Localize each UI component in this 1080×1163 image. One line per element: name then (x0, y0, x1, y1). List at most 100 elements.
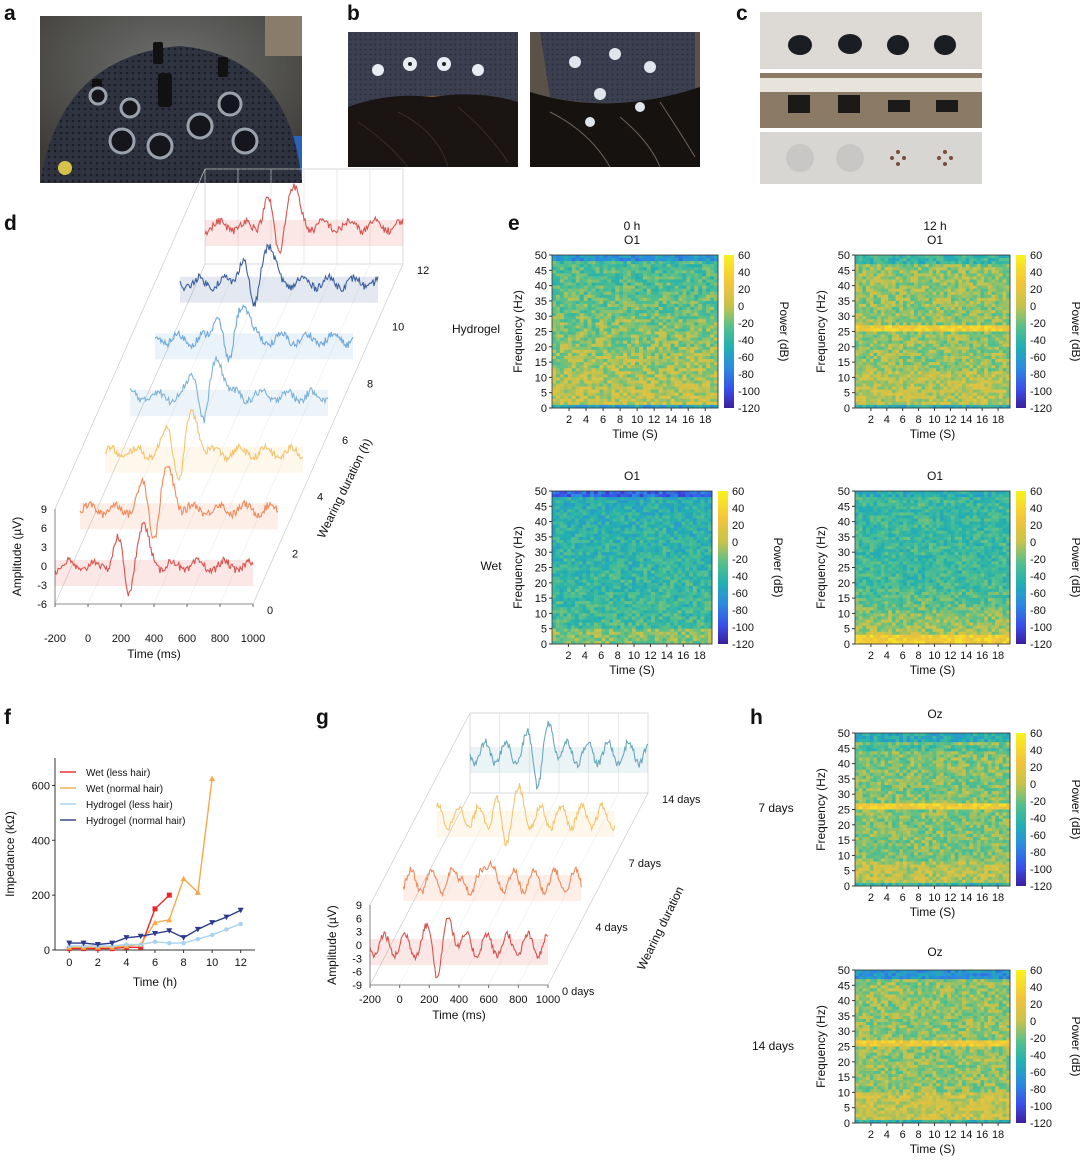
spectrogram-cell (888, 319, 893, 323)
spectrogram-cell (587, 337, 592, 342)
spectrogram-cell (995, 310, 1000, 314)
spectrogram-cell (858, 365, 863, 369)
spectrogram-cell (666, 527, 671, 532)
spectrogram-cell (607, 322, 612, 326)
spectrogram-cell (616, 491, 621, 495)
spectrogram-cell (998, 377, 1004, 381)
spectrogram-cell (620, 491, 625, 495)
spectrogram-cell (698, 328, 703, 332)
spectrogram-cell (877, 340, 882, 345)
spectrogram-cell (658, 303, 664, 308)
spectrogram-cell (559, 303, 565, 308)
spectrogram-cell (643, 518, 648, 522)
spectrogram-cell (932, 359, 937, 363)
spectrogram-cell (603, 319, 608, 323)
spectrogram-cell (1006, 334, 1011, 339)
spectrogram-cell (690, 288, 695, 293)
spectrogram-cell (607, 297, 612, 302)
spectrogram-cell (662, 494, 667, 498)
spectrogram-cell (921, 371, 926, 375)
spectrogram-cell (714, 398, 719, 403)
spectrogram-cell (958, 340, 963, 345)
spectrogram-cell (643, 503, 648, 507)
spectrogram-cell (571, 337, 577, 342)
spectrogram-cell (984, 294, 989, 299)
spectrogram-cell (555, 282, 561, 286)
spectrogram-cell (914, 276, 919, 280)
spectrogram-cell (599, 291, 604, 296)
spectrogram-cell (958, 392, 963, 397)
spectrogram-cell (917, 374, 922, 378)
spectrogram-cell (973, 276, 978, 280)
spectrogram-cell (650, 401, 656, 406)
spectrogram-cell (973, 343, 978, 348)
spectrogram-cell (658, 337, 664, 342)
electrode-group (88, 42, 259, 160)
spectrogram-cell (984, 297, 989, 302)
spectrogram-cell (704, 491, 709, 495)
spectrogram-cell (586, 509, 591, 513)
spectrogram-cell (619, 258, 624, 262)
spectrogram-cell (995, 282, 1000, 286)
spectrogram-cell (650, 343, 656, 348)
spectrogram-cell (678, 285, 683, 290)
spectrogram-cell (559, 383, 565, 387)
spectrogram-cell (984, 279, 989, 283)
spectrogram-cell (694, 310, 699, 314)
spectrogram-cell (891, 328, 896, 332)
spectrogram-cell (980, 300, 985, 305)
spectrogram-cell (639, 530, 644, 535)
spectrogram-cell (991, 377, 996, 381)
spectrogram-cell (895, 310, 900, 314)
spectrogram-cell (662, 515, 667, 519)
spectrogram-cell (638, 303, 644, 308)
colorbar-tick-label: -40 (738, 335, 754, 347)
spectrogram-cell (858, 310, 863, 314)
spectrogram-cell (891, 267, 896, 271)
spectrogram-cell (855, 365, 860, 369)
spectrogram-cell (995, 392, 1000, 397)
spectrogram-cell (710, 334, 715, 339)
spectrogram-cell (891, 273, 896, 277)
spectrogram-cell (862, 340, 867, 345)
spectrogram-cell (888, 258, 893, 262)
spectrogram-cell (710, 362, 715, 366)
spectrogram-cell (555, 279, 561, 283)
spectrogram-cell (962, 270, 967, 274)
spectrogram-cell (877, 380, 882, 384)
spectrogram-cell (998, 267, 1004, 271)
spectrogram-cell (880, 267, 885, 271)
spectrogram-cell (619, 404, 624, 409)
spectrogram-cell (991, 310, 996, 314)
spectrogram-cell (607, 310, 612, 314)
spectrogram-cell (895, 371, 900, 375)
spectrogram-cell (706, 365, 711, 369)
spectrogram-cell (563, 533, 568, 538)
spectrogram-cell (599, 371, 604, 375)
spectrogram-cell (619, 392, 624, 397)
spectrogram-cell (624, 515, 629, 519)
spectrogram-cell (987, 331, 992, 335)
spectrogram-cell (702, 404, 707, 409)
spectrogram-cell (563, 352, 569, 357)
spectrogram-cell (635, 307, 640, 311)
spectrogram-cell (698, 279, 703, 283)
spectrogram-cell (855, 352, 860, 357)
spectrogram-cell (973, 340, 978, 345)
spectrogram-cell (658, 313, 664, 317)
spectrogram-cell (628, 491, 633, 495)
spectrogram-cell (578, 494, 583, 498)
spectrogram-cell (615, 371, 620, 375)
spectrogram-cell (635, 334, 640, 339)
spectrogram-cell (635, 285, 640, 290)
spectrogram-cell (563, 509, 568, 513)
spectrogram-cell (681, 491, 686, 495)
spectrogram-cell (987, 294, 992, 299)
spectrogram-cell (980, 297, 985, 302)
spectrogram-cell (686, 383, 691, 387)
spectrogram-cell (616, 512, 621, 516)
spectrogram-cell (650, 334, 656, 339)
spectrogram-cell (877, 374, 882, 378)
spectrogram-cell (567, 291, 573, 296)
